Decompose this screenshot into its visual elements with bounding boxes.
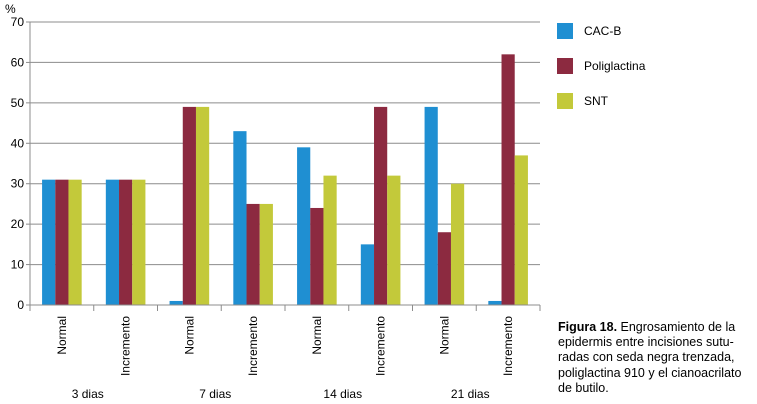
bar bbox=[374, 106, 388, 306]
y-tick-label: 40 bbox=[11, 136, 25, 150]
bar bbox=[246, 203, 260, 305]
axes bbox=[26, 21, 541, 311]
bar bbox=[323, 175, 337, 305]
bar bbox=[55, 179, 69, 305]
bar bbox=[387, 175, 401, 305]
y-tick-label: 0 bbox=[17, 298, 24, 312]
y-axis-tick-labels: 0 10 20 30 40 50 60 70 bbox=[11, 15, 25, 312]
x-category-label: Normal bbox=[55, 316, 69, 355]
legend-swatch bbox=[557, 93, 573, 109]
caption-text: Engrosamiento de la epidermis entre inci… bbox=[558, 320, 742, 395]
x-axis-group-labels: 3 dias 7 dias 14 dias 21 dias bbox=[72, 387, 490, 401]
legend-label: Poliglactina bbox=[584, 59, 646, 73]
x-category-label: Normal bbox=[437, 316, 451, 355]
y-tick-label: 10 bbox=[11, 258, 25, 272]
bar bbox=[182, 106, 196, 306]
bar bbox=[488, 300, 502, 305]
bar bbox=[514, 155, 528, 305]
bar bbox=[360, 244, 375, 305]
bar bbox=[297, 147, 311, 305]
x-category-label: Incremento bbox=[374, 316, 388, 376]
bar bbox=[501, 54, 515, 306]
x-group-label: 14 dias bbox=[323, 387, 362, 401]
y-tick-label: 60 bbox=[11, 55, 25, 69]
bar bbox=[132, 179, 146, 305]
legend: CAC-B Poliglactina SNT bbox=[557, 23, 646, 109]
legend-label: SNT bbox=[584, 94, 609, 108]
legend-swatch bbox=[557, 23, 573, 39]
bar bbox=[119, 179, 133, 305]
bar bbox=[259, 203, 273, 305]
y-tick-label: 30 bbox=[11, 177, 25, 191]
bars bbox=[42, 54, 528, 306]
bar bbox=[233, 131, 247, 305]
x-category-label: Normal bbox=[182, 316, 196, 355]
x-group-label: 3 dias bbox=[72, 387, 104, 401]
y-tick-label: 70 bbox=[11, 15, 25, 29]
bar bbox=[169, 300, 183, 305]
bar bbox=[437, 232, 451, 305]
bar bbox=[450, 183, 465, 305]
x-category-label: Incremento bbox=[501, 316, 515, 376]
bar bbox=[310, 207, 324, 305]
x-category-label: Incremento bbox=[246, 316, 260, 376]
caption-label: Figura 18. bbox=[558, 320, 618, 334]
bar bbox=[105, 179, 120, 305]
bar bbox=[42, 179, 56, 305]
bar bbox=[424, 106, 438, 306]
legend-swatch bbox=[557, 58, 573, 74]
legend-label: CAC-B bbox=[584, 24, 621, 38]
bar bbox=[195, 106, 210, 306]
y-tick-label: 50 bbox=[11, 96, 25, 110]
y-axis-label: % bbox=[5, 2, 16, 16]
bar bbox=[68, 179, 82, 305]
figure-caption: Figura 18. Engrosamiento de la epidermis… bbox=[558, 320, 757, 396]
x-category-label: Normal bbox=[310, 316, 324, 355]
x-group-label: 7 dias bbox=[199, 387, 231, 401]
y-tick-label: 20 bbox=[11, 217, 25, 231]
x-axis-category-labels: Normal Incremento Normal Incremento Normal In… bbox=[55, 316, 515, 376]
x-group-label: 21 dias bbox=[451, 387, 490, 401]
x-category-label: Incremento bbox=[119, 316, 133, 376]
